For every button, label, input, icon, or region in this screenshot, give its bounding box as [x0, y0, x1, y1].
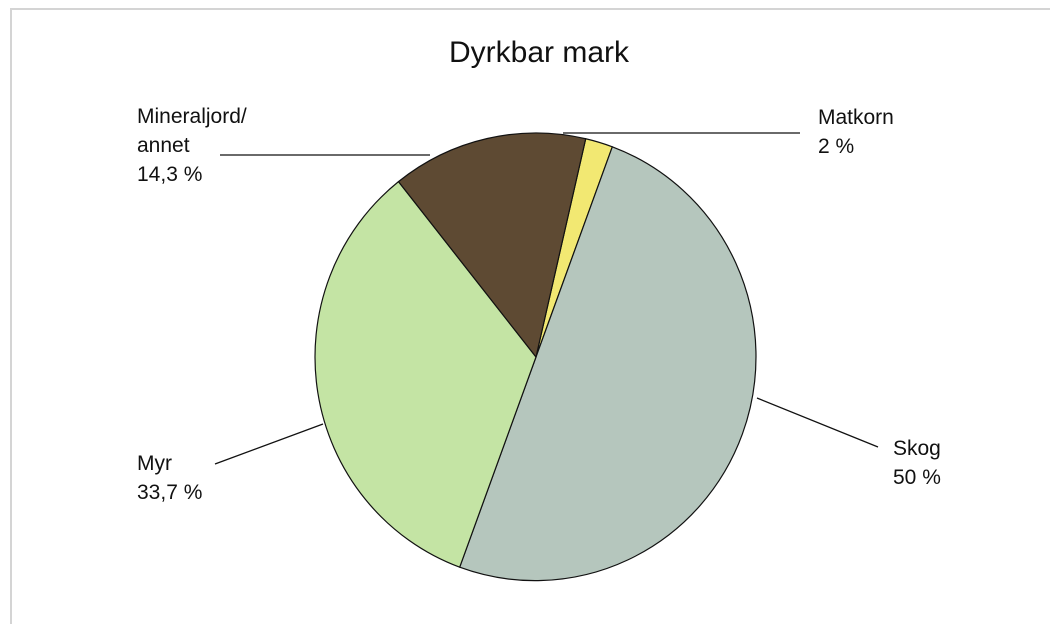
chart-title: Dyrkbar mark [449, 36, 630, 69]
slice-value-matkorn: 2 % [818, 135, 854, 158]
slice-label-skog: Skog [893, 437, 941, 460]
slice-label-mineraljord: annet [137, 134, 190, 157]
pie-slice-skog [459, 146, 757, 582]
leader-line-myr [214, 423, 324, 465]
slice-value-skog: 50 % [893, 466, 941, 489]
leader-line-skog [756, 397, 879, 448]
pie-slice-myr [314, 181, 537, 568]
slice-value-mineraljord: 14,3 % [137, 163, 202, 186]
leader-lines [214, 132, 879, 465]
slice-label-mineraljord: Mineraljord/ [137, 105, 247, 128]
slice-label-matkorn: Matkorn [818, 106, 894, 129]
pie-slices [314, 132, 757, 582]
slice-label-myr: Myr [137, 452, 172, 475]
slice-value-myr: 33,7 % [137, 481, 202, 504]
slice-labels: Matkorn 2 % Skog 50 % Myr 33,7 % Mineraljord/a… [137, 105, 941, 504]
pie-slice-mineraljord [397, 132, 587, 358]
